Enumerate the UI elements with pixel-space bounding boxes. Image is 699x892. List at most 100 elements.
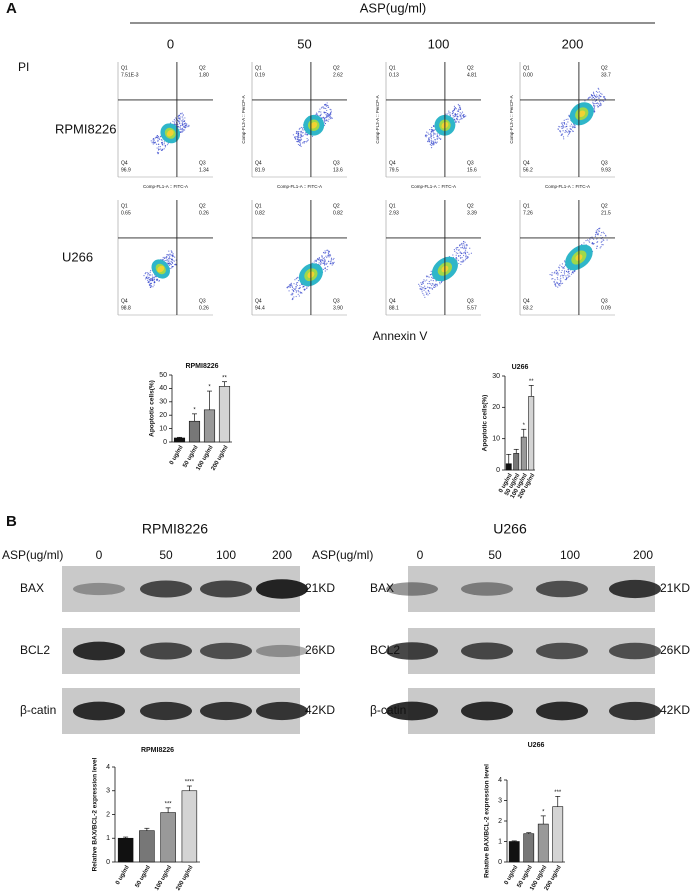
blot-band [609,579,661,599]
y-tick-label: 3 [106,788,110,795]
kd-label: 26KD [660,643,690,657]
event-dot [423,279,425,281]
event-dot [454,115,457,117]
y-axis-label: Relative BAX/BCL-2 expression level [92,757,99,871]
axis-label: Comp-FL1-A :: FITC-A [545,184,590,189]
event-dot [456,114,458,116]
event-dot [154,281,156,283]
event-dot [429,292,431,295]
event-dot [584,100,586,102]
event-dot [155,143,158,145]
event-dot [302,129,304,131]
event-dot [167,254,169,256]
event-dot [325,255,327,257]
blot-band [200,580,252,598]
event-dot [458,119,460,121]
event-dot [462,252,465,254]
event-dot [150,285,152,287]
quadrant-value: 0.26 [199,305,209,311]
event-dot [466,243,468,246]
event-dot [330,258,333,260]
y-tick-label: 20 [492,404,500,411]
y-tick-label: 10 [492,436,500,443]
event-dot [559,285,561,287]
event-dot [297,133,299,136]
event-dot [168,264,171,266]
event-dot [460,243,462,245]
chart-title: U266 [512,364,529,371]
event-dot [464,247,466,249]
event-dot [329,114,331,116]
event-dot [422,282,424,285]
event-dot [158,279,160,282]
event-dot [461,118,463,120]
event-dot [563,122,565,124]
event-dot [556,277,558,279]
event-dot [567,121,569,123]
lane-label: 0 [96,548,103,562]
event-dot [426,134,428,137]
event-dot [181,122,183,124]
bar [203,409,216,443]
event-dot [323,120,326,122]
event-dot [289,286,291,288]
event-dot [600,95,602,98]
event-dot [297,132,299,134]
y-tick-label: 40 [159,385,167,392]
event-dot [164,146,166,148]
event-dot [325,103,327,105]
event-dot [430,134,432,136]
event-dot [588,240,590,242]
event-dot [557,278,559,280]
event-dot [324,259,326,261]
bar [523,833,535,863]
event-dot [322,116,325,119]
event-dot [153,142,155,144]
event-dot [567,269,570,271]
event-dot [452,117,454,119]
quadrant-value: 7.51E-3 [121,72,139,78]
y-tick-label: 1 [498,838,502,845]
event-dot [464,249,467,251]
dose-label: 200 [562,36,584,51]
density-core [310,121,318,129]
axis-label: Comp-FL3-A :: PerCP-A [509,95,514,143]
event-dot [468,253,470,255]
quadrant-name: Q1 [389,65,396,71]
quadrant-name: Q1 [255,65,262,71]
event-dot [598,228,600,230]
blot-band [461,582,513,596]
event-dot [439,281,441,284]
event-dot [162,256,164,259]
event-dot [598,88,600,90]
quadrant-name: Q2 [467,203,474,209]
bar [513,453,520,471]
event-dot [300,145,302,148]
event-dot [167,263,170,265]
event-dot [327,105,329,107]
quadrant-name: Q2 [333,203,340,209]
event-dot [598,97,600,99]
y-axis-label: Relative BAX/BCL-2 expression level [484,764,491,878]
event-dot [323,121,325,123]
event-dot [463,246,466,248]
event-dot [591,97,593,99]
y-tick-label: 30 [492,373,500,380]
bar [188,420,201,443]
blot-band [256,701,308,721]
event-dot [422,292,424,295]
event-dot [295,283,297,286]
event-dot [595,232,597,234]
event-dot [435,286,437,288]
event-dot [588,241,591,243]
event-dot [328,256,330,258]
bar [508,841,520,863]
event-dot [434,283,436,285]
event-dot [458,108,460,110]
event-dot [326,116,328,118]
event-dot [163,141,165,143]
quadrant-value: 88.1 [389,305,399,311]
quadrant-name: Q3 [467,160,474,166]
